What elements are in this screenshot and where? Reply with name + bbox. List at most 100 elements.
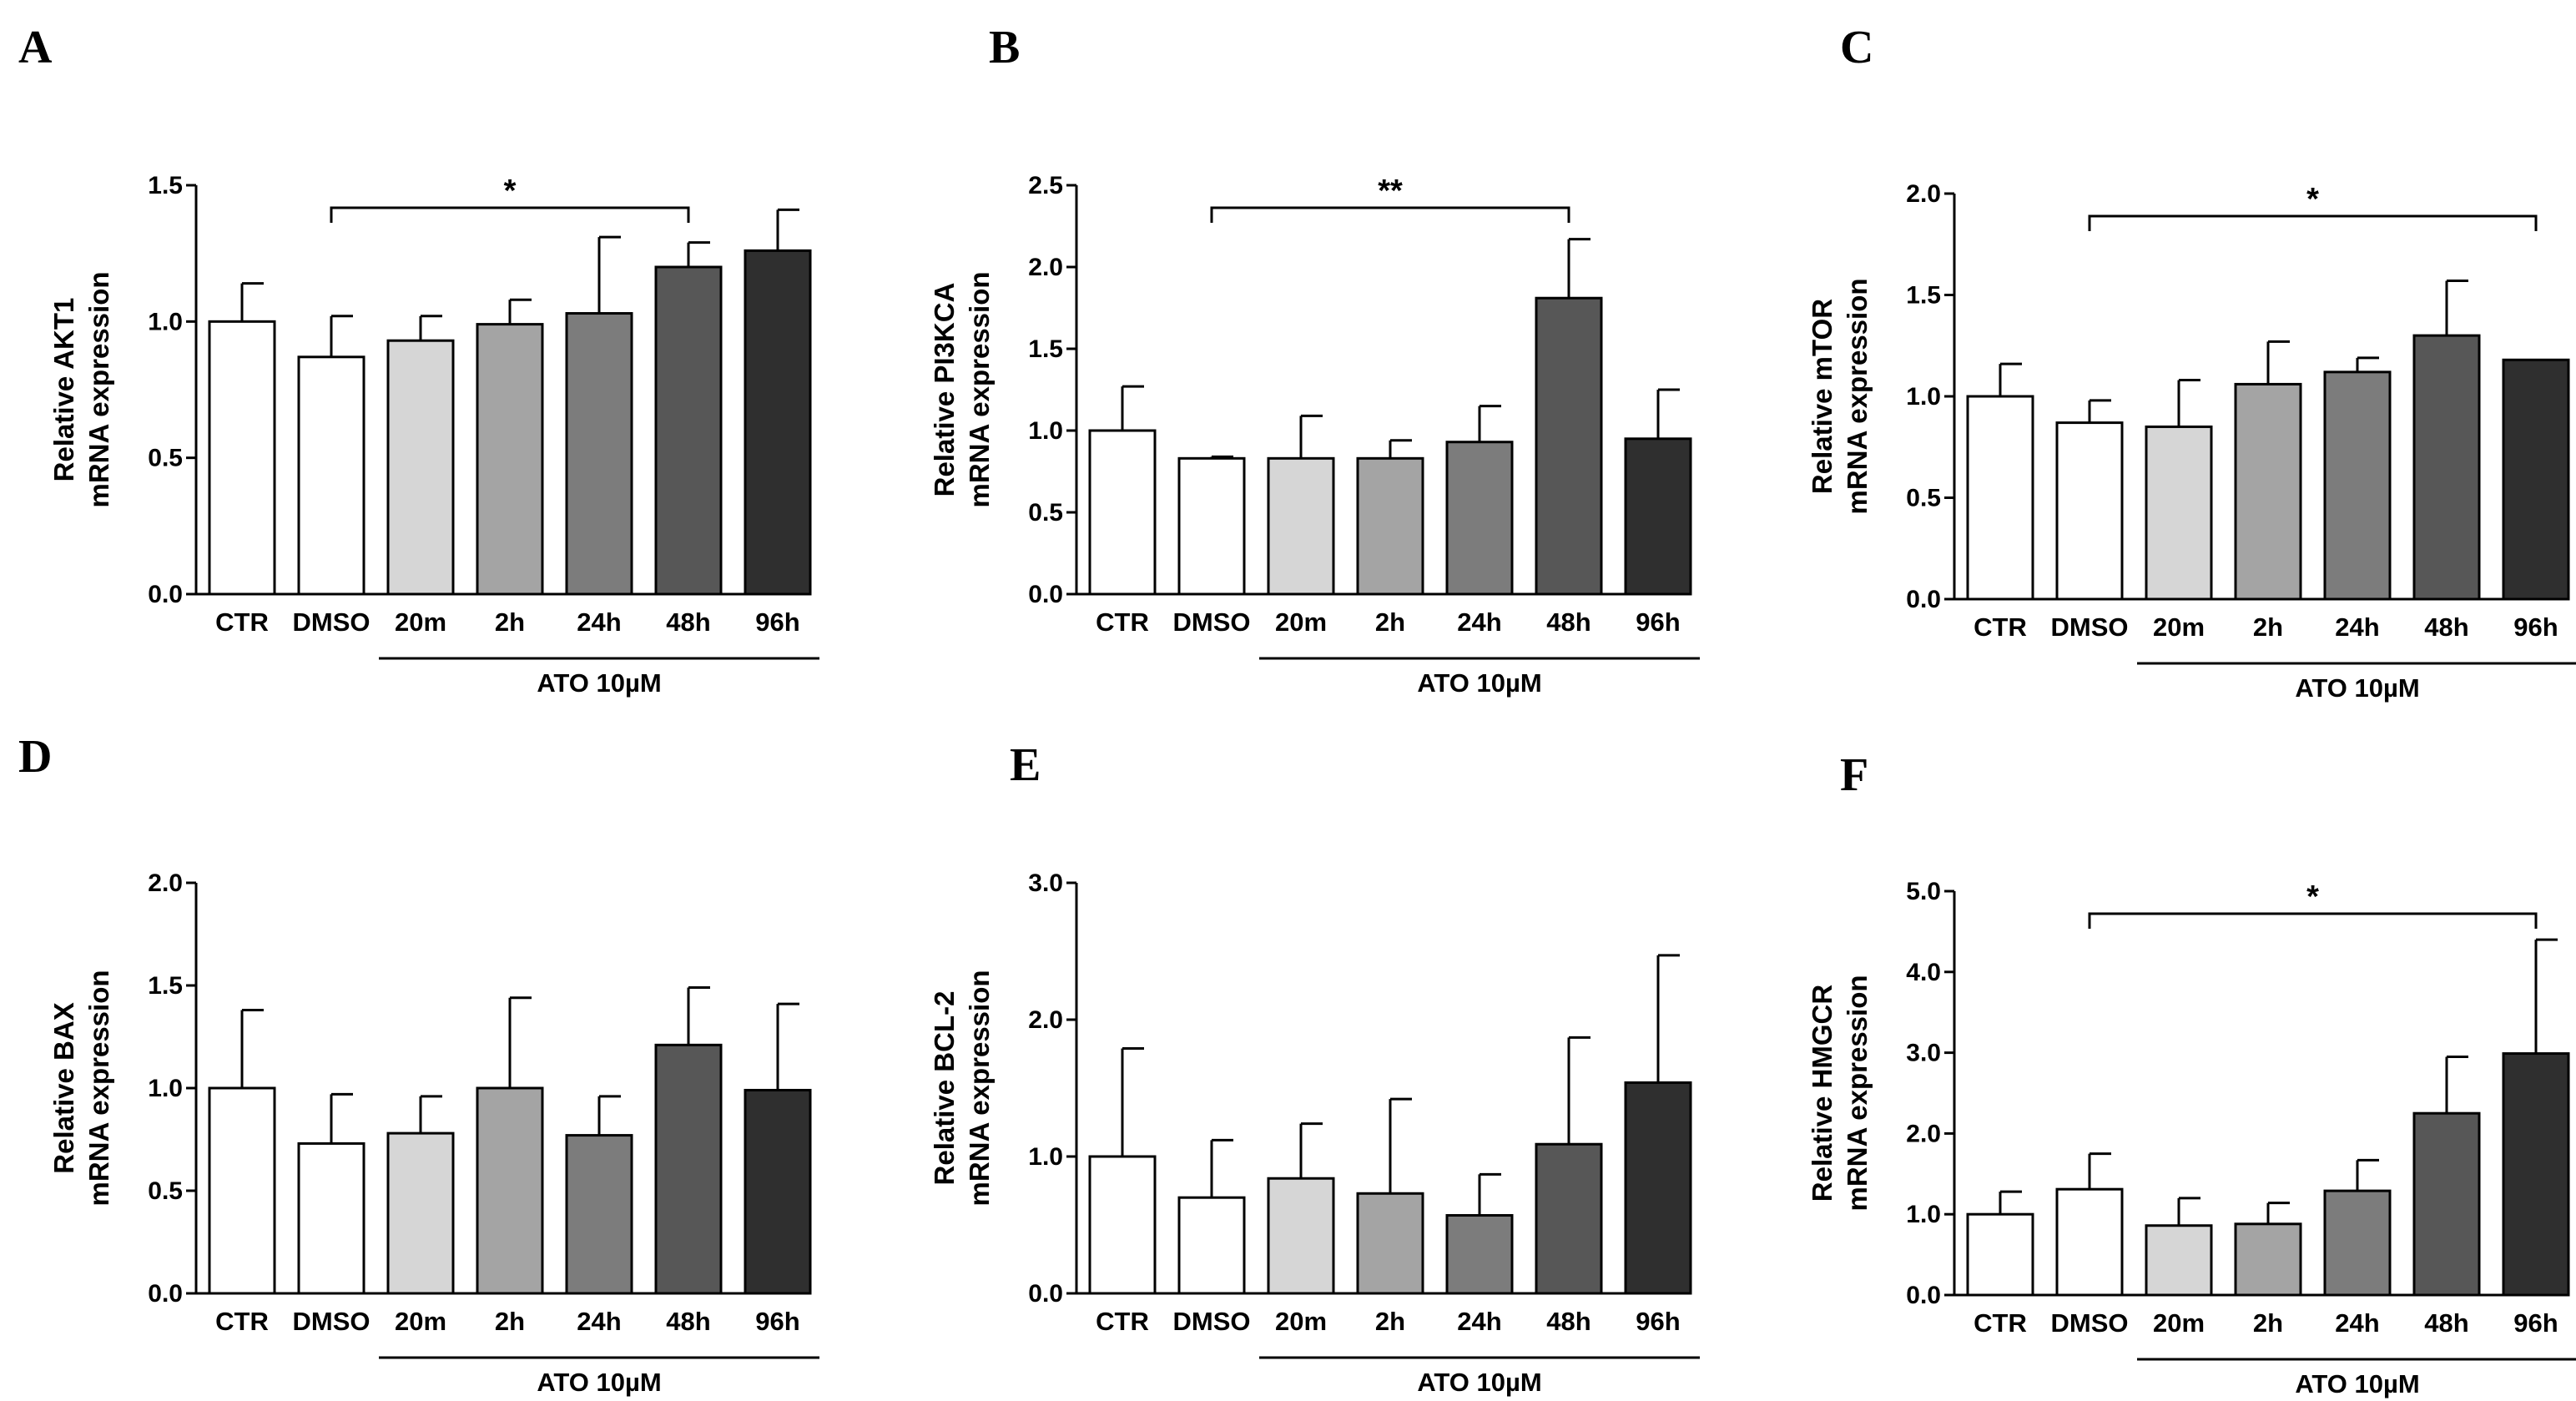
y-tick-label: 0.0 bbox=[148, 581, 183, 608]
x-tick-label: 20m bbox=[395, 1307, 446, 1336]
y-tick-label: 2.0 bbox=[1028, 254, 1063, 281]
y-axis-label: mRNA expression bbox=[83, 970, 114, 1206]
bar-20m bbox=[1267, 1177, 1335, 1295]
bar-ctr bbox=[1088, 1155, 1157, 1295]
panel-letter: B bbox=[989, 22, 1020, 73]
x-tick-label: 48h bbox=[1546, 607, 1590, 637]
y-tick-label: 3.0 bbox=[1028, 869, 1063, 897]
bar-ctr bbox=[1088, 429, 1157, 596]
y-tick-label: 2.0 bbox=[148, 869, 183, 897]
panel-letter: C bbox=[1840, 22, 1873, 73]
treatment-label: ATO 10µM bbox=[2295, 1369, 2419, 1398]
x-tick-label: DMSO bbox=[1173, 1307, 1251, 1336]
significance-bracket bbox=[1210, 206, 1570, 223]
panel-letter: E bbox=[1010, 739, 1041, 791]
y-tick-label: 2.0 bbox=[1028, 1006, 1063, 1034]
x-tick-label: 2h bbox=[495, 1307, 525, 1336]
x-tick-label: 24h bbox=[577, 1307, 621, 1336]
panel-letter: F bbox=[1840, 749, 1868, 801]
y-tick-label: 1.5 bbox=[148, 172, 183, 199]
x-tick-label: 20m bbox=[395, 607, 446, 637]
bar-ctr bbox=[1966, 1212, 2034, 1297]
y-tick-label: 0.0 bbox=[1028, 1280, 1063, 1308]
bar-20m bbox=[386, 1131, 455, 1295]
x-tick-label: CTR bbox=[1096, 1307, 1149, 1336]
chart-panel-f: F 0.0 1.0 2.0 3.0 4.0 5.0 Relative HMGCR mRNA ex… bbox=[1807, 749, 2576, 1398]
bar-dmso bbox=[2055, 1187, 2124, 1297]
x-tick-label: 96h bbox=[755, 607, 799, 637]
y-tick-label: 1.0 bbox=[1028, 1143, 1063, 1171]
bar-2h bbox=[476, 323, 544, 596]
significance-label: * bbox=[504, 174, 517, 209]
y-tick-label: 0.0 bbox=[1028, 581, 1063, 608]
bar-96h bbox=[1624, 1081, 1692, 1295]
bar-dmso bbox=[297, 1141, 365, 1295]
x-tick-label: 2h bbox=[2253, 1308, 2283, 1338]
bar-96h bbox=[2502, 358, 2570, 601]
x-tick-label: 2h bbox=[495, 607, 525, 637]
x-tick-label: 20m bbox=[1275, 1307, 1327, 1336]
treatment-label: ATO 10µM bbox=[1417, 1368, 1541, 1397]
y-axis-label: mRNA expression bbox=[1842, 278, 1873, 514]
x-tick-label: 2h bbox=[1375, 607, 1405, 637]
bar-24h bbox=[565, 1134, 633, 1295]
chart-panel-e: E 0.0 1.0 2.0 3.0 Relative BCL-2 mRNA expressi… bbox=[929, 739, 1700, 1397]
bar-20m bbox=[1267, 456, 1335, 596]
y-axis-label: Relative PI3KCA bbox=[929, 283, 960, 497]
chart-panel-a: A 0.0 0.5 1.0 1.5 Relative AKT1 mRNA expressio… bbox=[18, 22, 819, 698]
y-tick-label: 1.0 bbox=[1028, 417, 1063, 445]
x-tick-label: 24h bbox=[1457, 1307, 1501, 1336]
bar-2h bbox=[2234, 382, 2302, 601]
significance-bracket bbox=[2088, 912, 2538, 929]
x-tick-label: 48h bbox=[666, 1307, 710, 1336]
x-tick-label: 96h bbox=[2513, 1308, 2558, 1338]
bar-20m bbox=[386, 339, 455, 596]
panel-letter: A bbox=[18, 22, 53, 73]
x-tick-label: 48h bbox=[2424, 1308, 2468, 1338]
y-axis-label: mRNA expression bbox=[964, 970, 995, 1206]
y-axis-label: mRNA expression bbox=[83, 271, 114, 507]
x-tick-label: 2h bbox=[1375, 1307, 1405, 1336]
bar-48h bbox=[2412, 1111, 2481, 1297]
bar-96h bbox=[744, 1088, 812, 1295]
panel-letter: D bbox=[18, 731, 52, 783]
bar-2h bbox=[2234, 1222, 2302, 1297]
x-tick-label: DMSO bbox=[1173, 607, 1251, 637]
treatment-label: ATO 10µM bbox=[537, 668, 661, 698]
y-tick-label: 1.0 bbox=[148, 1075, 183, 1102]
y-tick-label: 1.5 bbox=[1028, 335, 1063, 363]
y-axis-label: Relative mTOR bbox=[1807, 299, 1837, 494]
x-tick-label: 20m bbox=[2153, 612, 2205, 642]
bar-24h bbox=[1445, 1214, 1514, 1295]
y-tick-label: 2.0 bbox=[1906, 1120, 1941, 1147]
x-tick-label: 24h bbox=[2335, 612, 2379, 642]
chart-panel-d: D 0.0 0.5 1.0 1.5 2.0 Relative BAX mRNA express… bbox=[18, 731, 819, 1397]
y-tick-label: 0.0 bbox=[1906, 586, 1941, 613]
x-tick-label: 48h bbox=[2424, 612, 2468, 642]
x-tick-label: DMSO bbox=[293, 1307, 371, 1336]
bar-ctr bbox=[208, 1086, 276, 1295]
y-axis-label: mRNA expression bbox=[964, 271, 995, 507]
x-tick-label: 20m bbox=[2153, 1308, 2205, 1338]
x-tick-label: DMSO bbox=[2051, 612, 2129, 642]
bar-24h bbox=[2323, 370, 2392, 601]
x-tick-label: 24h bbox=[577, 607, 621, 637]
bar-2h bbox=[1356, 456, 1424, 596]
x-tick-label: 24h bbox=[2335, 1308, 2379, 1338]
x-tick-label: 2h bbox=[2253, 612, 2283, 642]
y-tick-label: 1.0 bbox=[1906, 1201, 1941, 1228]
y-tick-label: 0.0 bbox=[148, 1280, 183, 1308]
bar-24h bbox=[1445, 441, 1514, 596]
x-tick-label: 96h bbox=[1636, 1307, 1680, 1336]
bar-20m bbox=[2145, 1224, 2213, 1297]
bar-48h bbox=[1535, 296, 1603, 596]
bar-dmso bbox=[2055, 421, 2124, 601]
x-tick-label: 24h bbox=[1457, 607, 1501, 637]
bar-48h bbox=[654, 1043, 723, 1295]
bar-24h bbox=[2323, 1189, 2392, 1297]
x-tick-label: 48h bbox=[666, 607, 710, 637]
bar-dmso bbox=[1177, 456, 1246, 596]
x-tick-label: 96h bbox=[2513, 612, 2558, 642]
bar-2h bbox=[476, 1086, 544, 1295]
bar-48h bbox=[2412, 334, 2481, 601]
